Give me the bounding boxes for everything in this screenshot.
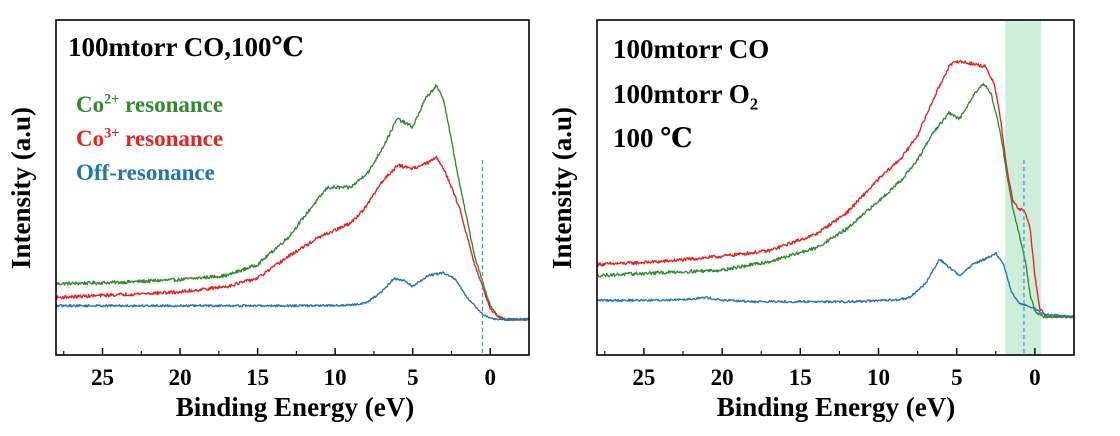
plot-frame <box>55 19 530 356</box>
x-tick-label: 10 <box>324 365 347 390</box>
legend-entry-part: resonance <box>119 92 223 117</box>
y-axis-label: Intensity (a.u) <box>547 107 577 269</box>
legend-entry: Co2+ resonance <box>76 91 223 117</box>
x-tick-label: 10 <box>867 365 890 390</box>
x-tick-label: 25 <box>91 365 114 390</box>
panel-right: 25 20 15 10 5 0 Binding Energy (eV) Intensity (… <box>547 19 1075 422</box>
series-line-off-resonance <box>596 252 1075 319</box>
x-tick-label: 5 <box>407 365 419 390</box>
condition-label-line1: 100mtorr CO <box>613 34 769 64</box>
series-line-co3-resonance <box>55 155 529 322</box>
plot-frame <box>596 19 1075 356</box>
legend-entry-part: Off-resonance <box>76 160 215 185</box>
y-axis-label: Intensity (a.u) <box>6 107 36 269</box>
condition-label-conditions: 100mtorr CO,100℃ <box>68 32 304 62</box>
x-tick-label: 20 <box>711 365 734 390</box>
condition-label-line3: 100 ℃ <box>613 123 693 153</box>
condition-label-conditions-part: 100mtorr CO,100℃ <box>68 32 304 62</box>
condition-label-line2-part: 2 <box>750 94 758 113</box>
condition-label-line1-part: 100mtorr CO <box>613 34 769 64</box>
condition-label-line2-part: 100mtorr O <box>613 79 750 109</box>
x-tick-label: 25 <box>632 365 655 390</box>
legend-entry-part: 2+ <box>104 91 119 107</box>
panel-left: 25 20 15 10 5 0 Binding Energy (eV) Intensity (… <box>6 19 530 422</box>
x-axis-label: Binding Energy (eV) <box>717 392 956 422</box>
x-tick-label: 20 <box>169 365 192 390</box>
x-axis-label: Binding Energy (eV) <box>176 392 415 422</box>
x-tick-label: 15 <box>789 365 812 390</box>
legend-entry-part: 3+ <box>104 125 119 141</box>
legend-entry-part: Co <box>76 92 104 117</box>
condition-label-line3-part: 100 ℃ <box>613 123 693 153</box>
condition-label-line2: 100mtorr O2 <box>613 79 758 113</box>
series-line-co3-resonance <box>596 59 1075 319</box>
x-tick-label: 0 <box>1029 365 1041 390</box>
x-tick-label: 0 <box>484 365 496 390</box>
legend-entry-part: Co <box>76 126 104 151</box>
x-tick-label: 15 <box>246 365 269 390</box>
series-line-off-resonance <box>55 271 529 321</box>
legend-entry: Co3+ resonance <box>76 125 223 151</box>
x-tick-label: 5 <box>951 365 963 390</box>
series-line-co2-resonance <box>596 82 1074 319</box>
legend-entry: Off-resonance <box>76 160 215 185</box>
legend-entry-part: resonance <box>119 126 223 151</box>
series-line-co2-resonance <box>55 84 530 322</box>
